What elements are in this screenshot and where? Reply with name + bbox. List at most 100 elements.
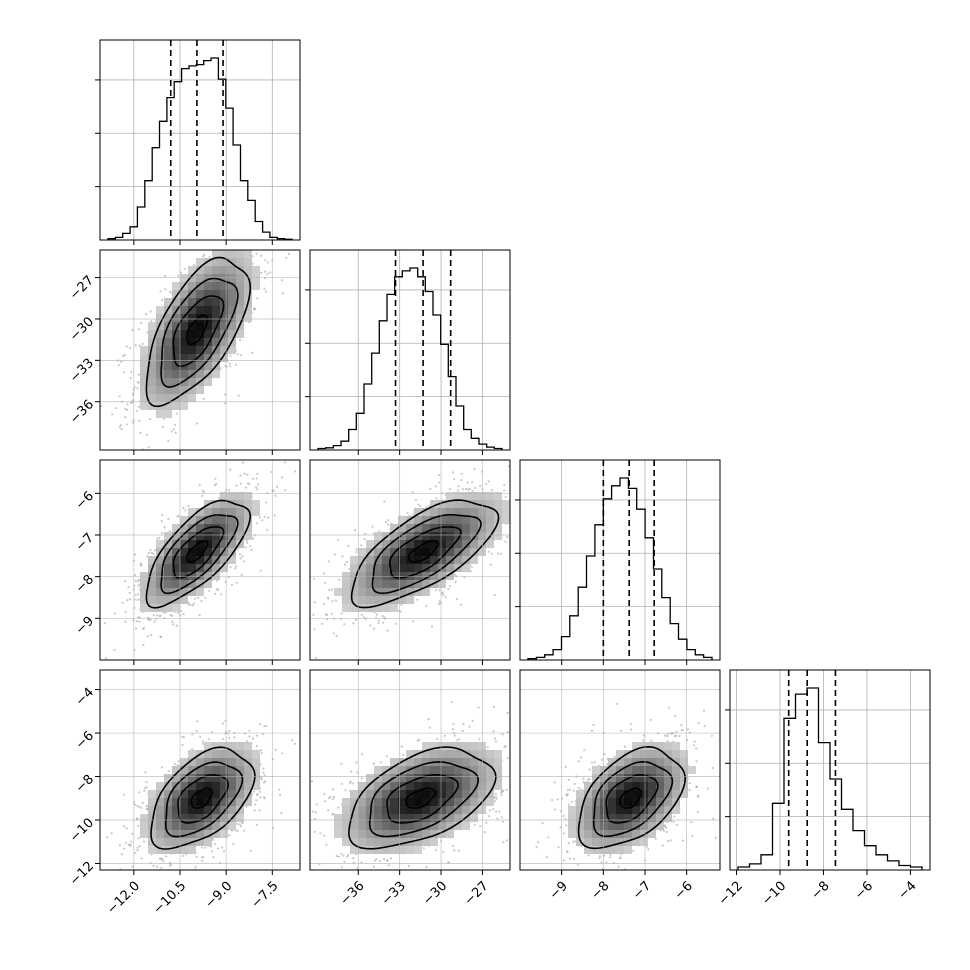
sample-point	[167, 439, 170, 443]
density-cell	[358, 822, 366, 830]
sample-point	[556, 798, 559, 801]
density-cell	[486, 516, 494, 524]
density-cell	[478, 790, 486, 798]
density-cell	[648, 798, 656, 806]
density-cell	[382, 580, 390, 588]
density-cell	[478, 742, 486, 750]
density-cell	[180, 386, 188, 394]
sample-point	[553, 781, 556, 784]
sample-point	[164, 274, 167, 278]
sample-point	[542, 738, 544, 740]
sample-point	[192, 602, 195, 605]
sample-point	[488, 815, 491, 818]
sample-point	[133, 598, 136, 601]
density-cell	[172, 556, 180, 564]
sample-point	[263, 774, 266, 777]
sample-point	[438, 474, 441, 477]
density-cell	[592, 790, 600, 798]
density-cell	[462, 742, 470, 750]
sample-point	[307, 586, 309, 588]
density-cell	[422, 774, 430, 782]
density-cell	[180, 378, 188, 386]
sample-point	[566, 794, 569, 797]
sample-point	[688, 788, 691, 792]
sample-point	[262, 203, 264, 205]
sample-point	[263, 287, 266, 290]
density-cell	[462, 540, 470, 548]
sample-point	[505, 788, 508, 792]
sample-point	[427, 718, 430, 721]
sample-point	[626, 875, 628, 877]
y-tick-label: −8	[73, 572, 97, 596]
density-cell	[172, 362, 180, 370]
sample-point	[239, 825, 242, 828]
density-cell	[228, 790, 236, 798]
sample-point	[486, 746, 489, 749]
sample-point	[194, 865, 197, 869]
scatter-frame	[99, 669, 301, 871]
sample-point	[480, 455, 482, 457]
sample-point	[168, 530, 171, 533]
sample-point	[144, 771, 147, 774]
density-cell	[478, 516, 486, 524]
x-tick-label: −30	[420, 879, 450, 909]
density-cell	[366, 540, 374, 548]
sample-point	[173, 763, 177, 766]
sample-point	[352, 622, 355, 625]
density-cell	[244, 266, 252, 274]
sample-point	[554, 482, 556, 484]
sample-point	[245, 805, 248, 808]
density-cell	[156, 604, 164, 612]
density-cell	[220, 742, 228, 750]
density-cell	[148, 556, 156, 564]
sample-point	[406, 511, 409, 514]
sample-point	[377, 622, 380, 625]
density-cell	[220, 492, 228, 500]
sample-point	[695, 760, 698, 763]
density-cell	[632, 742, 640, 750]
density-cell	[592, 766, 600, 774]
sample-point	[256, 793, 259, 797]
scatter-panel-3-2	[519, 669, 721, 877]
density-cell	[680, 750, 688, 758]
density-contour	[605, 773, 659, 824]
sample-point	[191, 604, 194, 607]
density-cell	[148, 330, 156, 338]
density-cell	[374, 806, 382, 814]
sample-point	[137, 373, 140, 376]
density-cell	[164, 806, 172, 814]
density-cell	[350, 814, 358, 822]
density-cell	[212, 298, 220, 306]
sample-point	[240, 244, 242, 246]
density-cell	[350, 588, 358, 596]
sample-point	[158, 857, 162, 860]
density-cell	[624, 838, 632, 846]
density-cell	[374, 822, 382, 830]
sample-point	[204, 846, 207, 849]
density-cell	[188, 588, 196, 596]
density-cell	[608, 814, 616, 822]
sample-point	[562, 832, 566, 835]
sample-point	[315, 803, 318, 806]
density-cell	[422, 806, 430, 814]
density-cell	[640, 742, 648, 750]
density-cell	[236, 330, 244, 338]
density-cell	[462, 790, 470, 798]
density-cell	[366, 806, 374, 814]
density-cell	[164, 596, 172, 604]
density-cell	[196, 290, 204, 298]
sample-point	[343, 860, 346, 863]
sample-point	[110, 832, 113, 835]
sample-point	[415, 871, 417, 873]
sample-point	[538, 751, 540, 753]
sample-point	[296, 844, 298, 846]
panel-content	[535, 702, 717, 877]
sample-point	[264, 501, 268, 504]
density-cell	[656, 822, 664, 830]
density-cell	[454, 806, 462, 814]
sample-point	[438, 589, 441, 592]
sample-point	[503, 745, 506, 749]
density-cell	[592, 782, 600, 790]
sample-point	[126, 408, 129, 411]
